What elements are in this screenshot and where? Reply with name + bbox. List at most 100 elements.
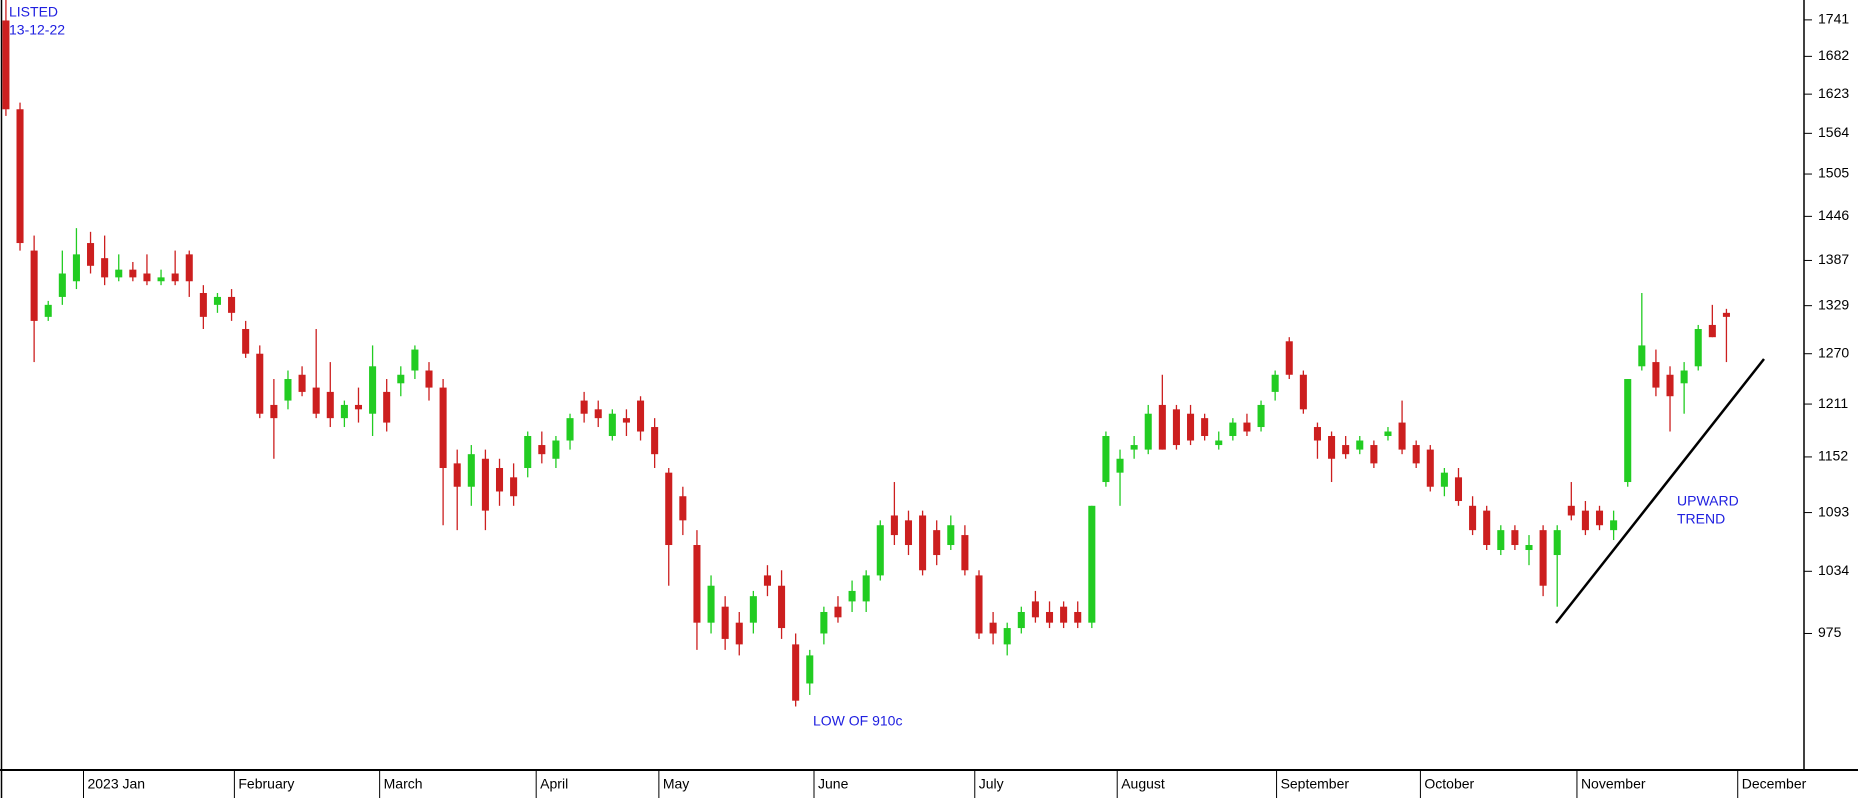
- candle-body: [1299, 374, 1307, 410]
- candle-body: [228, 296, 236, 313]
- candle-body: [749, 596, 757, 623]
- candle-body: [1722, 312, 1730, 317]
- candle-body: [1567, 505, 1575, 516]
- candle-body: [1454, 477, 1463, 502]
- candle-body: [1469, 505, 1477, 531]
- candle-body: [397, 374, 405, 384]
- candle-body: [115, 269, 123, 278]
- candle-body: [1595, 510, 1604, 526]
- candle-body: [1694, 329, 1702, 367]
- candle-body: [1525, 545, 1533, 551]
- candle-body: [1201, 418, 1209, 437]
- candle-body: [157, 277, 165, 282]
- candle-body: [1483, 510, 1491, 546]
- candle-body: [1045, 611, 1054, 623]
- candle-body: [820, 611, 828, 634]
- candle-body: [890, 515, 898, 536]
- candle-body: [1158, 404, 1166, 450]
- candle-body: [1060, 606, 1068, 623]
- candle-body: [284, 379, 292, 401]
- candle-body: [989, 622, 997, 634]
- candle-body: [1666, 374, 1674, 397]
- y-tick-label: 1505: [1818, 165, 1849, 181]
- candle-body: [312, 387, 320, 414]
- candle-body: [213, 296, 221, 305]
- plot-area: [2, 0, 1730, 707]
- y-tick-label: 1741: [1818, 11, 1849, 27]
- candle-body: [1257, 404, 1265, 428]
- y-tick-label: 1446: [1818, 207, 1849, 223]
- candle-body: [383, 391, 391, 423]
- candle-body: [16, 109, 24, 244]
- x-tick-label: August: [1121, 776, 1165, 792]
- x-tick-label: 2023 Jan: [87, 776, 145, 792]
- candle-body: [651, 427, 659, 455]
- candle-body: [707, 585, 715, 623]
- candle-body: [665, 472, 673, 546]
- candle-body: [1652, 362, 1660, 388]
- x-tick-label: June: [818, 776, 849, 792]
- x-tick-label: April: [540, 776, 568, 792]
- candle-body: [1088, 505, 1096, 623]
- candle-body: [270, 404, 278, 419]
- candle-body: [679, 496, 687, 521]
- candle-body: [1229, 422, 1237, 437]
- candle-body: [1313, 427, 1321, 441]
- candle-body: [340, 404, 348, 419]
- y-tick-label: 1034: [1818, 562, 1849, 578]
- candle-body: [510, 477, 518, 497]
- candle-body: [1398, 422, 1406, 450]
- candle-body: [1426, 449, 1434, 487]
- candle-body: [1102, 436, 1110, 483]
- candle-body: [961, 535, 969, 571]
- y-tick-label: 1387: [1818, 251, 1849, 267]
- candle-body: [947, 525, 955, 546]
- candle-body: [1342, 445, 1350, 455]
- candle-body: [1440, 472, 1448, 487]
- candle-body: [1638, 345, 1646, 367]
- x-tick-label: February: [238, 776, 294, 792]
- candle-body: [369, 366, 377, 414]
- candle-body: [1328, 436, 1336, 459]
- candle-body: [1553, 530, 1561, 556]
- candle-body: [199, 292, 207, 317]
- candle-body: [467, 454, 475, 487]
- candle-body: [185, 254, 193, 282]
- candle-body: [1384, 431, 1392, 437]
- candle-body: [721, 606, 729, 639]
- candle-body: [876, 525, 884, 576]
- y-tick-label: 1623: [1818, 85, 1849, 101]
- candle-body: [30, 250, 38, 321]
- candle-body: [1511, 530, 1519, 546]
- annotation: LOW OF 910c: [813, 713, 902, 729]
- y-tick-label: 1270: [1818, 344, 1849, 360]
- candle-body: [1144, 413, 1152, 450]
- candle-body: [792, 644, 800, 701]
- candle-body: [1539, 530, 1547, 586]
- candle-body: [2, 20, 10, 110]
- candle-body: [72, 254, 80, 282]
- candle-body: [919, 515, 927, 571]
- candle-body: [975, 575, 983, 634]
- candle-body: [1003, 628, 1011, 645]
- candle-body: [495, 468, 504, 492]
- candle-body: [1680, 370, 1688, 384]
- candle-body: [637, 400, 645, 432]
- y-tick-label: 1564: [1818, 124, 1849, 140]
- candle-body: [242, 329, 250, 354]
- candle-body: [1017, 611, 1025, 629]
- candle-body: [129, 269, 137, 278]
- y-tick-label: 1093: [1818, 503, 1849, 519]
- candle-body: [1172, 409, 1180, 446]
- candle-body: [806, 655, 814, 684]
- annotation: TREND: [1677, 511, 1725, 527]
- candle-body: [1624, 379, 1632, 483]
- candle-body: [622, 418, 630, 423]
- candle-body: [1074, 611, 1082, 623]
- candle-body: [1497, 530, 1505, 551]
- candle-body: [1610, 520, 1618, 531]
- annotation: 13-12-22: [9, 22, 65, 38]
- candle-body: [481, 458, 489, 511]
- candle-body: [1370, 445, 1378, 464]
- candle-body: [1708, 324, 1716, 338]
